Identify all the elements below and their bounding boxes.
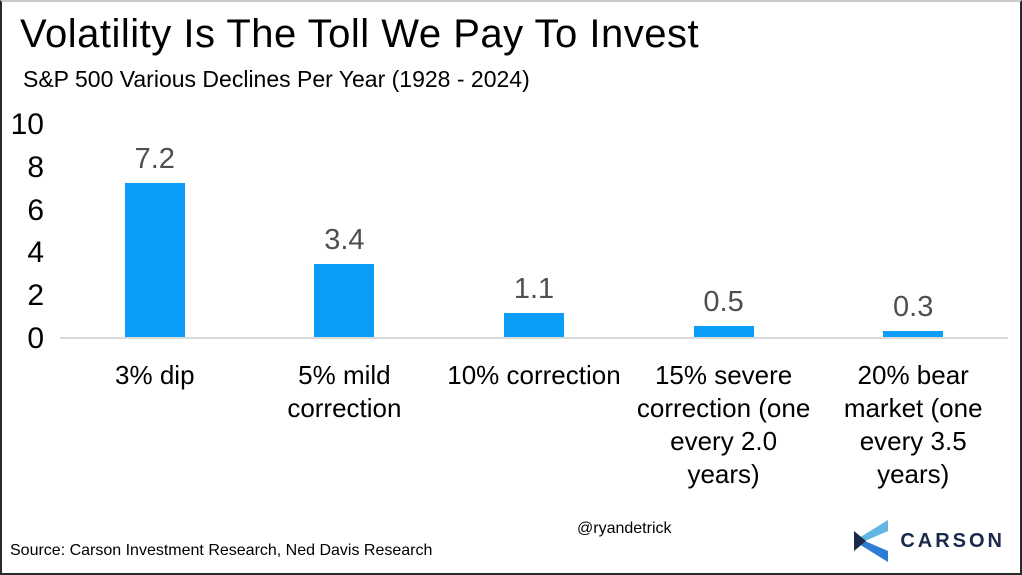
category-label: 20% bear market (one every 3.5 years)	[843, 360, 983, 489]
bar	[693, 326, 754, 337]
category-label: 15% severe correction (one every 2.0 yea…	[636, 360, 811, 489]
y-tick-label: 2	[27, 279, 44, 313]
bar-slot: 0.5	[629, 125, 819, 337]
bar	[883, 330, 944, 337]
category-label: 5% mild correction	[287, 360, 402, 423]
bar-value-label: 0.3	[893, 290, 934, 323]
bar-slot: 1.1	[439, 125, 629, 337]
plot-area: 7.2 3% dip 3.4 5% mild correction 1.1 10% cor…	[60, 125, 1008, 489]
y-tick-label: 0	[27, 322, 44, 355]
y-tick-label: 8	[27, 150, 44, 184]
carson-logo-text: CARSON	[900, 529, 1005, 552]
source-attribution: Source: Carson Investment Research, Ned …	[10, 542, 433, 559]
bar-slot: 7.2	[60, 125, 250, 337]
carson-logo-icon	[854, 520, 889, 562]
bar-value-label: 0.5	[703, 286, 744, 319]
bar-slot: 3.4	[250, 125, 440, 337]
bar-value-label: 3.4	[324, 224, 365, 257]
twitter-handle: @ryandetrick	[577, 520, 672, 537]
bar-slot: 0.3	[818, 125, 1008, 337]
carson-logo: CARSON	[853, 520, 1005, 562]
y-tick-label: 10	[10, 108, 44, 141]
bar-value-label: 7.2	[134, 142, 175, 175]
chart-subtitle: S&P 500 Various Declines Per Year (1928 …	[23, 66, 530, 92]
y-tick-label: 6	[27, 193, 44, 227]
bar	[503, 313, 564, 337]
bar	[314, 264, 375, 337]
chart-title: Volatility Is The Toll We Pay To Invest	[20, 12, 700, 56]
category-label: 3% dip	[115, 360, 195, 390]
category-label: 10% correction	[447, 360, 621, 390]
bar	[124, 182, 185, 337]
y-tick-label: 4	[27, 236, 44, 270]
bar-value-label: 1.1	[513, 273, 555, 306]
